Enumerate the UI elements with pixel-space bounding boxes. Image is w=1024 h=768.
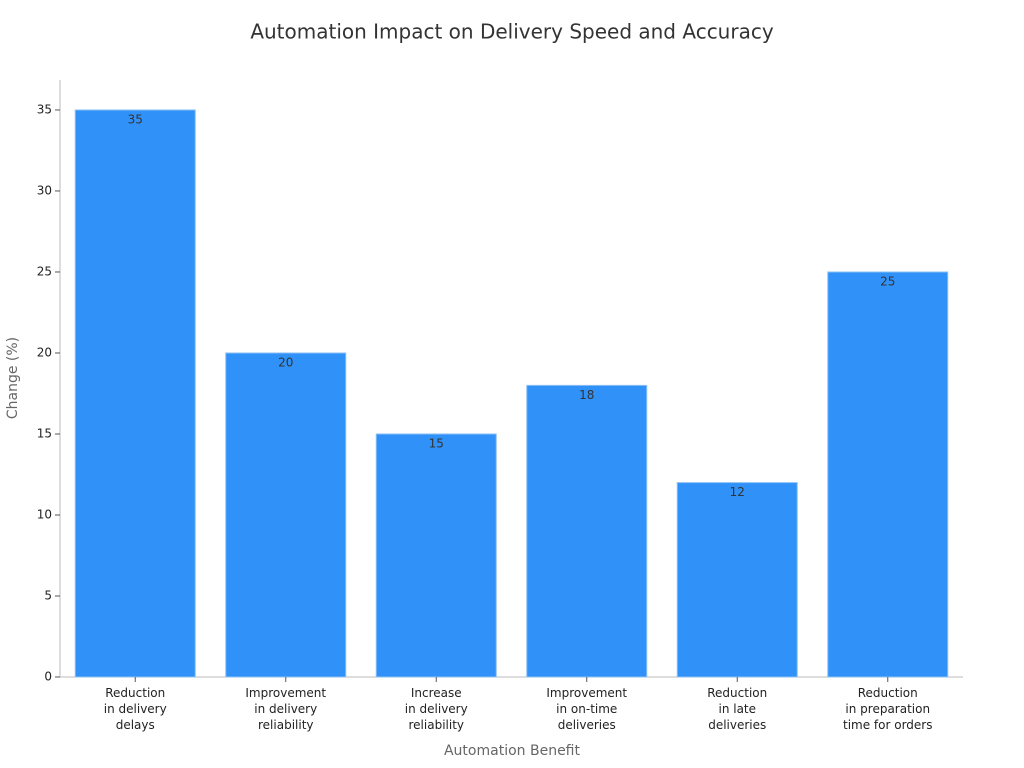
- y-tick-label: 25: [37, 264, 52, 278]
- x-tick-label: Reduction in preparation time for orders: [843, 686, 933, 732]
- x-tick-label: Improvement in on-time deliveries: [546, 686, 627, 732]
- value-label: 15: [429, 436, 444, 450]
- x-tick-label: Improvement in delivery reliability: [245, 686, 326, 732]
- bar: [375, 433, 497, 678]
- bar: [74, 109, 196, 678]
- value-label: 18: [579, 388, 594, 402]
- value-label: 20: [278, 355, 293, 369]
- value-label: 12: [730, 485, 745, 499]
- y-tick-label: 0: [44, 670, 52, 684]
- x-tick-label: Reduction in late deliveries: [707, 686, 767, 732]
- y-tick-label: 15: [37, 426, 52, 440]
- value-label: 25: [880, 274, 895, 288]
- chart-title: Automation Impact on Delivery Speed and …: [250, 20, 774, 44]
- bar: [676, 482, 798, 678]
- bar: [225, 352, 347, 678]
- x-axis-label: Automation Benefit: [444, 743, 581, 759]
- bar: [526, 384, 648, 678]
- bar: [827, 271, 949, 678]
- y-tick-label: 35: [37, 102, 52, 116]
- x-tick-label: Increase in delivery reliability: [405, 686, 468, 732]
- y-axis-label: Change (%): [5, 337, 21, 419]
- x-tick-label: Reduction in delivery delays: [104, 686, 167, 732]
- value-label: 35: [128, 112, 143, 126]
- y-tick-label: 30: [37, 183, 52, 197]
- y-tick-label: 10: [37, 507, 52, 521]
- y-tick-label: 20: [37, 345, 52, 359]
- y-tick-label: 5: [44, 588, 52, 602]
